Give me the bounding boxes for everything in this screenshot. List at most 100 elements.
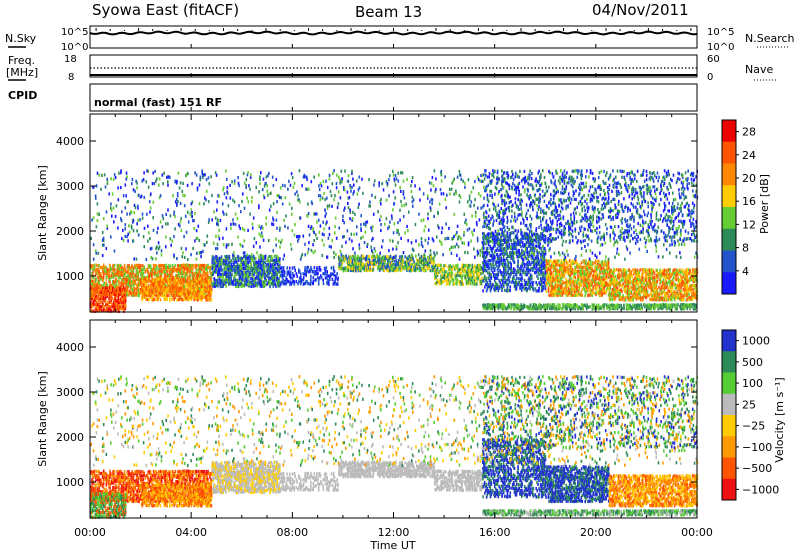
power-cell xyxy=(421,255,423,258)
power-cell xyxy=(317,272,319,275)
power-cell xyxy=(333,266,335,269)
power-cell xyxy=(221,269,223,272)
power-cell xyxy=(568,268,570,271)
power-cell xyxy=(127,271,129,274)
power-cell xyxy=(166,270,168,273)
power-cell xyxy=(526,287,528,290)
power-cell xyxy=(274,276,276,279)
power-cell xyxy=(561,259,563,262)
power-cell xyxy=(337,276,339,279)
power-cell xyxy=(556,268,558,271)
power-cell xyxy=(274,255,276,258)
power-cell xyxy=(585,260,587,263)
power-cell xyxy=(310,283,312,286)
power-cell xyxy=(94,266,96,269)
power-cell xyxy=(483,232,485,235)
power-cell xyxy=(190,274,192,277)
power-cell xyxy=(293,274,295,277)
power-cell xyxy=(347,257,349,260)
power-cell xyxy=(92,268,94,271)
power-cell xyxy=(241,271,243,274)
power-cell xyxy=(536,289,538,292)
power-cell xyxy=(225,285,227,288)
noise-search-label: N.Search xyxy=(745,32,795,45)
power-cell xyxy=(539,246,541,249)
power-cell xyxy=(536,241,538,244)
power-cell xyxy=(116,280,118,283)
power-cell xyxy=(334,274,336,277)
power-cell xyxy=(387,255,389,258)
power-cell xyxy=(567,261,569,264)
power-cell xyxy=(109,305,111,308)
power-cell xyxy=(202,277,204,280)
power-cell xyxy=(433,259,435,262)
power-cell xyxy=(98,287,100,290)
power-cell xyxy=(170,268,172,271)
power-cell xyxy=(536,249,538,252)
power-cell xyxy=(352,259,354,262)
power-cell xyxy=(581,261,583,264)
power-cell xyxy=(187,277,189,280)
power-cell xyxy=(96,264,98,267)
power-cell xyxy=(528,269,530,272)
power-cell xyxy=(518,281,520,284)
power-cell xyxy=(198,290,200,293)
power-cell xyxy=(166,294,168,297)
power-cell xyxy=(538,287,540,290)
power-cell xyxy=(154,264,156,267)
power-cell xyxy=(192,264,194,267)
power-cell xyxy=(415,255,417,258)
power-cell xyxy=(513,275,515,278)
power-cell xyxy=(498,271,500,274)
power-cell xyxy=(294,269,296,272)
power-cell xyxy=(348,269,350,272)
power-cell xyxy=(518,271,520,274)
power-cell xyxy=(500,253,502,256)
power-cell xyxy=(107,284,109,287)
power-cell xyxy=(331,272,333,275)
power-cell xyxy=(232,265,234,268)
power-cell xyxy=(313,276,315,279)
power-cell xyxy=(94,287,96,290)
power-cell xyxy=(172,264,174,267)
power-cell xyxy=(452,275,454,278)
power-cell xyxy=(529,233,531,236)
power-cell xyxy=(529,281,531,284)
power-cell xyxy=(310,278,312,281)
nave-right-tick-top: 60 xyxy=(707,54,720,65)
power-cell xyxy=(202,274,204,277)
power-cell xyxy=(412,257,414,260)
power-cell xyxy=(279,271,281,274)
power-cell xyxy=(331,266,333,269)
power-cell xyxy=(497,253,499,256)
power-cell xyxy=(516,242,518,245)
power-cell xyxy=(543,271,545,274)
power-cell xyxy=(293,280,295,283)
power-cell xyxy=(553,273,555,276)
power-cell xyxy=(558,259,560,262)
power-cell xyxy=(265,261,267,264)
power-cell xyxy=(499,233,501,236)
power-cell xyxy=(554,260,556,263)
power-cell xyxy=(192,296,194,299)
power-cell xyxy=(453,283,455,286)
power-cell xyxy=(141,286,143,289)
power-cell xyxy=(527,251,529,254)
power-cell xyxy=(456,274,458,277)
power-cell xyxy=(462,283,464,286)
power-cell xyxy=(140,264,142,267)
power-cell xyxy=(166,280,168,283)
power-cell xyxy=(484,265,486,268)
power-cell xyxy=(134,287,136,290)
power-cell xyxy=(505,262,507,265)
power-cell xyxy=(487,271,489,274)
power-cell xyxy=(537,277,539,280)
power-cell xyxy=(484,286,486,289)
cpid-panel: CPID normal (fast) 151 RF xyxy=(8,84,697,111)
power-cell xyxy=(496,264,498,267)
power-cell xyxy=(510,263,512,266)
power-cell xyxy=(202,264,204,267)
power-cell xyxy=(96,278,98,281)
power-cell xyxy=(593,285,595,288)
power-cell xyxy=(440,264,442,267)
